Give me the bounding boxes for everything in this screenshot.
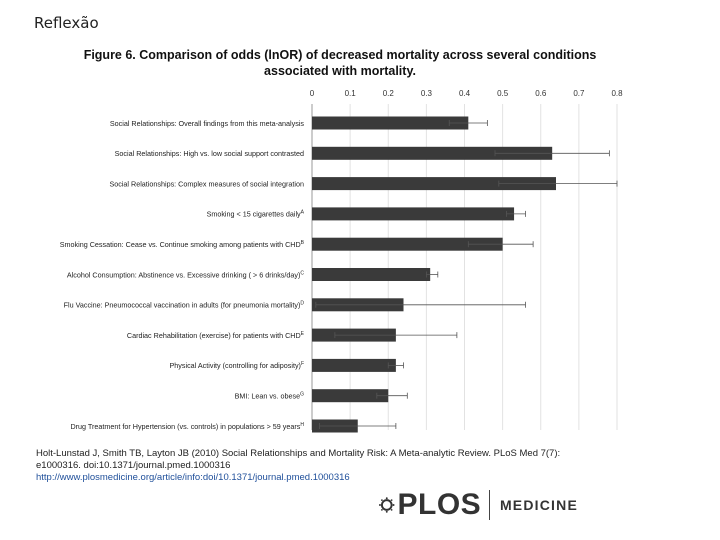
x-tick-label: 0.7 [573,89,585,98]
citation-line1: Holt-Lunstad J, Smith TB, Layton JB (201… [36,448,561,459]
category-label: Physical Activity (controlling for adipo… [170,361,304,370]
bar [312,116,469,130]
plos-medicine-logo: PLOS MEDICINE [378,486,578,524]
category-label: Drug Treatment for Hypertension (vs. con… [70,422,304,431]
category-label: Social Relationships: Complex measures o… [109,179,304,188]
bar-chart: 0 0.1 0.2 0.3 0.4 0.5 0.6 0.7 0.8 Social Relation… [60,89,623,433]
logo-divider [489,490,490,520]
figure-title-line2: associated with mortality. [264,64,416,78]
category-label: Social Relationships: High vs. low socia… [115,149,304,158]
x-tick-label: 0.6 [535,89,547,98]
citation-link[interactable]: http://www.plosmedicine.org/article/info… [36,472,350,483]
category-label: Alcohol Consumption: Abstinence vs. Exce… [67,270,305,279]
category-label: Smoking < 15 cigarettes dailyA [207,210,305,219]
figure-title-line1: Figure 6. Comparison of odds (lnOR) of d… [83,48,597,62]
bar [312,237,503,251]
x-tick-label: 0.4 [459,89,471,98]
x-tick-label: 0.2 [383,89,395,98]
figure-title: Figure 6. Comparison of odds (lnOR) of d… [40,47,640,79]
category-label: Social Relationships: Overall findings f… [110,119,305,128]
citation: Holt-Lunstad J, Smith TB, Layton JB (201… [36,448,596,484]
bar [312,207,515,221]
x-tick-label: 0.3 [421,89,433,98]
category-label: Flu Vaccine: Pneumococcal vaccination in… [64,301,305,310]
bar [312,177,556,191]
x-tick-label: 0.8 [611,89,623,98]
slide-title: Reflexão [34,14,99,32]
bar [312,389,389,403]
category-label: Smoking Cessation: Cease vs. Continue sm… [60,240,305,249]
bar [312,146,553,160]
bar [312,358,396,372]
x-tick-label: 0.1 [345,89,357,98]
logo-plos-text: PLOS [397,488,482,521]
x-tick-label: 0 [310,89,315,98]
logo-journal-text: MEDICINE [499,497,578,513]
citation-line2: e1000316. doi:10.1371/journal.pmed.10003… [36,460,231,471]
plos-logo-icon [378,497,395,513]
bar [312,268,431,281]
category-label: Cardiac Rehabilitation (exercise) for pa… [127,331,305,340]
x-tick-label: 0.5 [497,89,509,98]
category-label: BMI: Lean vs. obeseG [235,392,305,401]
